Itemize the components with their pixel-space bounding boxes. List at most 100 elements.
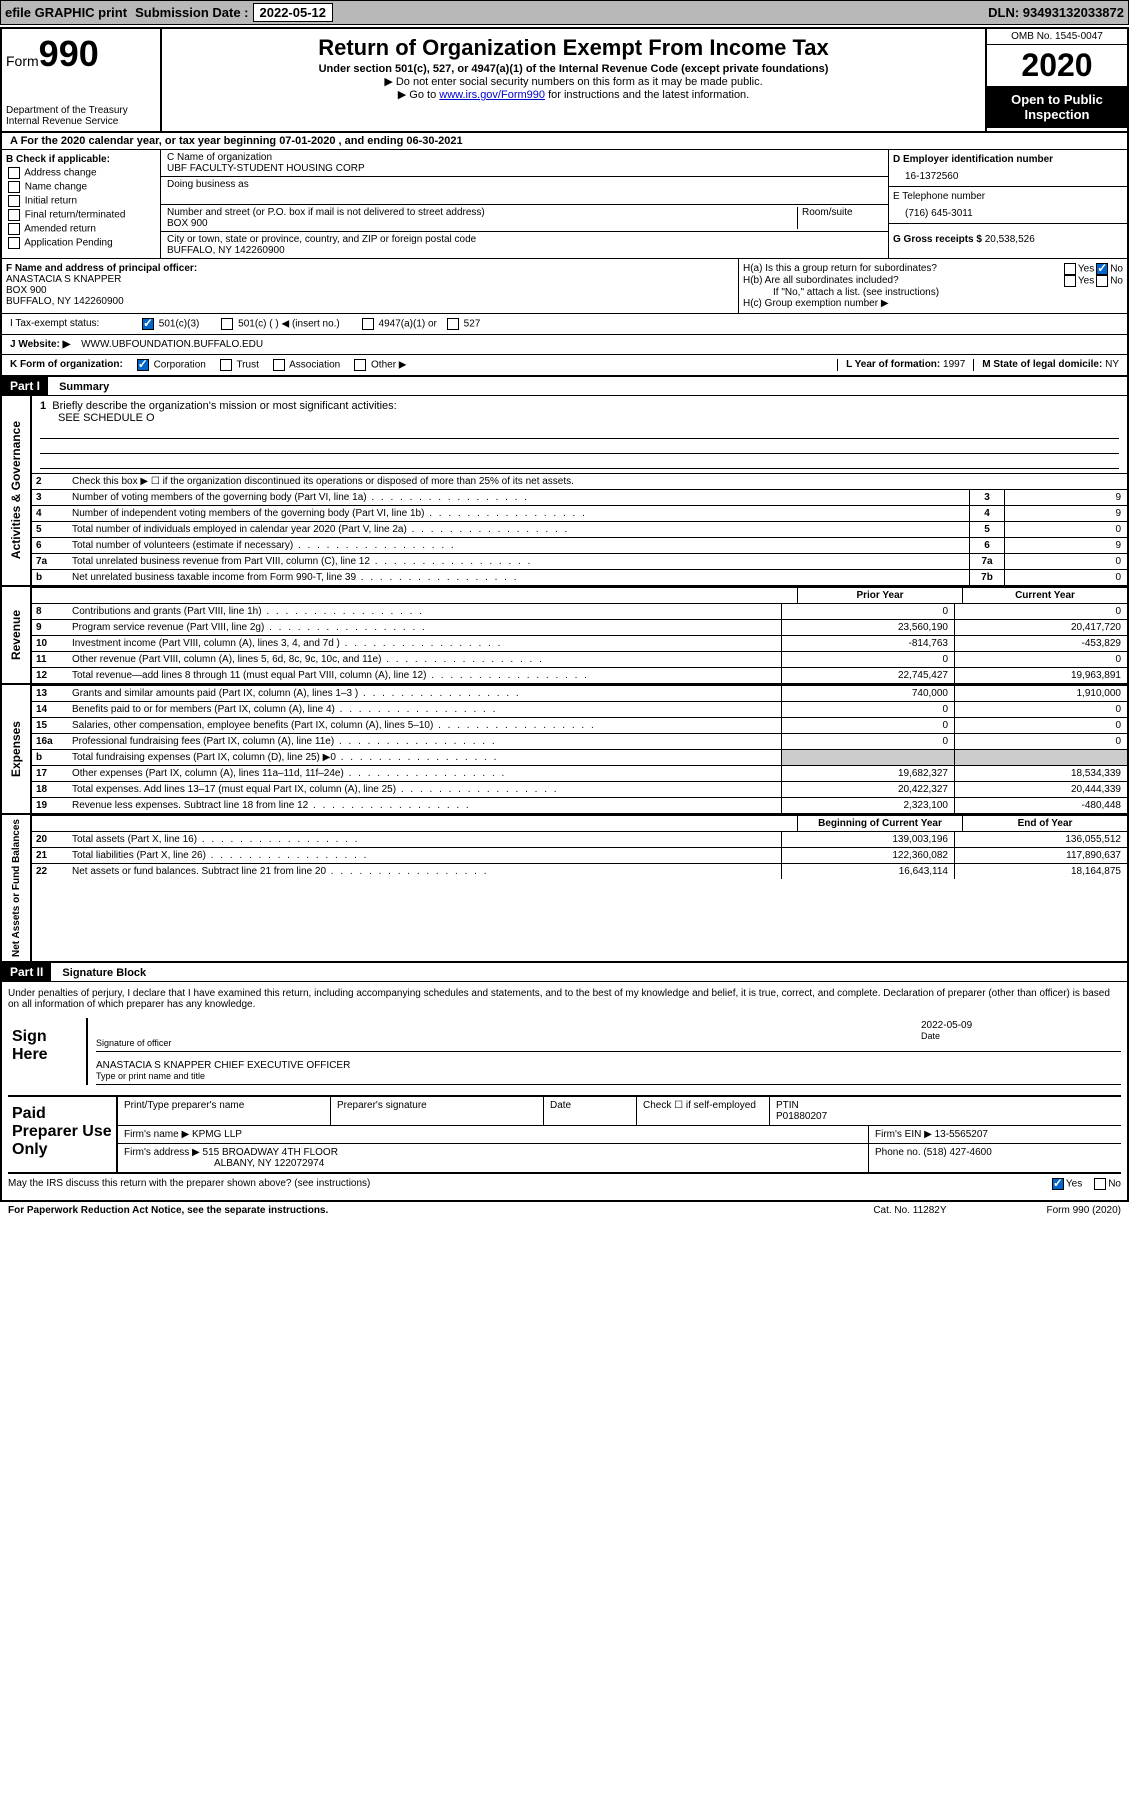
gov-row: 5Total number of individuals employed in… bbox=[32, 521, 1127, 537]
part1-title: Summary bbox=[51, 379, 117, 395]
gross-label: G Gross receipts $ bbox=[893, 234, 982, 245]
discuss-row: May the IRS discuss this return with the… bbox=[8, 1174, 1121, 1194]
hc-label: H(c) Group exemption number ▶ bbox=[743, 298, 1123, 309]
status-label: I Tax-exempt status: bbox=[10, 318, 140, 330]
hb-no[interactable]: No bbox=[1094, 275, 1123, 287]
tax-status-row: I Tax-exempt status: 501(c)(3) 501(c) ( … bbox=[2, 314, 1127, 335]
period-line: A For the 2020 calendar year, or tax yea… bbox=[2, 133, 1127, 150]
sig-line-2: ANASTACIA S KNAPPER CHIEF EXECUTIVE OFFI… bbox=[96, 1052, 1121, 1085]
exp-row: 18Total expenses. Add lines 13–17 (must … bbox=[32, 781, 1127, 797]
city-value: BUFFALO, NY 142260900 bbox=[167, 245, 882, 256]
exp-row: 14Benefits paid to or for members (Part … bbox=[32, 701, 1127, 717]
irs-link[interactable]: www.irs.gov/Form990 bbox=[439, 89, 545, 101]
discuss-no[interactable]: No bbox=[1092, 1178, 1121, 1190]
footer-right: Form 990 (2020) bbox=[1047, 1205, 1121, 1216]
org-form-label: K Form of organization: bbox=[10, 359, 123, 371]
rev-row: 12Total revenue—add lines 8 through 11 (… bbox=[32, 667, 1127, 683]
form-id-box: Form990 Department of the Treasury Inter… bbox=[2, 29, 162, 131]
gov-row: 4Number of independent voting members of… bbox=[32, 505, 1127, 521]
expenses-label-col: Expenses bbox=[2, 685, 32, 813]
org-name: UBF FACULTY-STUDENT HOUSING CORP bbox=[167, 163, 882, 174]
addr-label: Number and street (or P.O. box if mail i… bbox=[167, 207, 797, 218]
top-section: Form990 Department of the Treasury Inter… bbox=[2, 29, 1127, 133]
omb-number: OMB No. 1545-0047 bbox=[987, 29, 1127, 45]
chk-initial[interactable]: Initial return bbox=[6, 195, 156, 207]
efile-label[interactable]: efile GRAPHIC print bbox=[5, 5, 127, 20]
state-domicile: M State of legal domicile: NY bbox=[973, 359, 1119, 371]
expenses-section: Expenses 13Grants and similar amounts pa… bbox=[2, 685, 1127, 815]
name-col: C Name of organization UBF FACULTY-STUDE… bbox=[161, 150, 889, 258]
revenue-header: Prior Year Current Year bbox=[32, 587, 1127, 603]
org-trust[interactable]: Trust bbox=[218, 359, 259, 371]
org-assoc[interactable]: Association bbox=[271, 359, 340, 371]
chk-amended[interactable]: Amended return bbox=[6, 223, 156, 235]
name-label: C Name of organization bbox=[167, 152, 882, 163]
gov-row: 6Total number of volunteers (estimate if… bbox=[32, 537, 1127, 553]
group-return: H(a) Is this a group return for subordin… bbox=[739, 259, 1127, 313]
hb-yes[interactable]: Yes bbox=[1062, 275, 1094, 287]
exp-row: 16aProfessional fundraising fees (Part I… bbox=[32, 733, 1127, 749]
exp-row: 19Revenue less expenses. Subtract line 1… bbox=[32, 797, 1127, 813]
officer-left: F Name and address of principal officer:… bbox=[2, 259, 739, 313]
sig-date-label: Date bbox=[921, 1031, 940, 1041]
status-501c3[interactable]: 501(c)(3) bbox=[140, 318, 199, 330]
prep-row-1: Print/Type preparer's name Preparer's si… bbox=[118, 1097, 1121, 1126]
expenses-content: 13Grants and similar amounts paid (Part … bbox=[32, 685, 1127, 813]
mission-box: 1 Briefly describe the organization's mi… bbox=[32, 396, 1127, 473]
firm-name: Firm's name ▶ KPMG LLP bbox=[118, 1126, 869, 1143]
chk-final[interactable]: Final return/terminated bbox=[6, 209, 156, 221]
year-box: OMB No. 1545-0047 2020 Open to Public In… bbox=[985, 29, 1127, 131]
q2-text: Check this box ▶ ☐ if the organization d… bbox=[68, 474, 1127, 489]
perjury-text: Under penalties of perjury, I declare th… bbox=[8, 988, 1121, 1010]
org-name-row: C Name of organization UBF FACULTY-STUDE… bbox=[161, 150, 888, 177]
sig-name-label: Type or print name and title bbox=[96, 1071, 205, 1081]
revenue-label-col: Revenue bbox=[2, 587, 32, 683]
ha-no[interactable]: No bbox=[1094, 263, 1123, 275]
officer-addr2: BUFFALO, NY 142260900 bbox=[6, 296, 734, 307]
chk-address[interactable]: Address change bbox=[6, 167, 156, 179]
title-area: Return of Organization Exempt From Incom… bbox=[162, 29, 985, 131]
exp-row: 15Salaries, other compensation, employee… bbox=[32, 717, 1127, 733]
chk-pending[interactable]: Application Pending bbox=[6, 237, 156, 249]
rev-row: 8Contributions and grants (Part VIII, li… bbox=[32, 603, 1127, 619]
sub-date-label: Submission Date : bbox=[135, 5, 248, 20]
year-formed: L Year of formation: 1997 bbox=[837, 359, 965, 371]
dln: DLN: 93493132033872 bbox=[988, 5, 1124, 20]
ha-yes[interactable]: Yes bbox=[1062, 263, 1094, 275]
form-number: 990 bbox=[39, 33, 99, 74]
sig-name: ANASTACIA S KNAPPER CHIEF EXECUTIVE OFFI… bbox=[96, 1060, 1121, 1071]
net-row: 21Total liabilities (Part X, line 26)122… bbox=[32, 847, 1127, 863]
rev-row: 10Investment income (Part VIII, column (… bbox=[32, 635, 1127, 651]
rev-row: 9Program service revenue (Part VIII, lin… bbox=[32, 619, 1127, 635]
org-other[interactable]: Other ▶ bbox=[352, 359, 406, 371]
form-box: Form990 Department of the Treasury Inter… bbox=[0, 27, 1129, 1202]
prep-row-2: Firm's name ▶ KPMG LLP Firm's EIN ▶ 13-5… bbox=[118, 1126, 1121, 1144]
net-assets-content: Beginning of Current Year End of Year 20… bbox=[32, 815, 1127, 961]
dept-2: Internal Revenue Service bbox=[6, 116, 156, 127]
form-word: Form bbox=[6, 53, 39, 69]
form-title: Return of Organization Exempt From Incom… bbox=[166, 35, 981, 61]
revenue-label: Revenue bbox=[5, 606, 27, 664]
revenue-content: Prior Year Current Year 8Contributions a… bbox=[32, 587, 1127, 683]
net-assets-section: Net Assets or Fund Balances Beginning of… bbox=[2, 815, 1127, 963]
dept-1: Department of the Treasury bbox=[6, 105, 156, 116]
prior-year-header: Prior Year bbox=[797, 588, 962, 603]
instr2-pre: ▶ Go to bbox=[398, 89, 439, 101]
status-527[interactable]: 527 bbox=[445, 318, 480, 330]
city-row: City or town, state or province, country… bbox=[161, 232, 888, 258]
net-assets-header: Beginning of Current Year End of Year bbox=[32, 815, 1127, 831]
check-header: B Check if applicable: bbox=[6, 154, 156, 165]
chk-name[interactable]: Name change bbox=[6, 181, 156, 193]
discuss-yes[interactable]: Yes bbox=[1050, 1178, 1082, 1190]
status-4947[interactable]: 4947(a)(1) or bbox=[360, 318, 437, 330]
header-bar: efile GRAPHIC print Submission Date : 20… bbox=[0, 0, 1129, 25]
prep-ptin: PTINP01880207 bbox=[770, 1097, 1121, 1125]
sig-line-1: Signature of officer 2022-05-09Date bbox=[96, 1018, 1121, 1052]
net-row: 20Total assets (Part X, line 16)139,003,… bbox=[32, 831, 1127, 847]
sign-block: Sign Here Signature of officer 2022-05-0… bbox=[8, 1018, 1121, 1085]
net-row: 22Net assets or fund balances. Subtract … bbox=[32, 863, 1127, 879]
firm-addr: Firm's address ▶ 515 BROADWAY 4TH FLOORA… bbox=[118, 1144, 869, 1172]
status-501c[interactable]: 501(c) ( ) ◀ (insert no.) bbox=[219, 318, 339, 330]
org-corp[interactable]: Corporation bbox=[135, 359, 206, 371]
exp-row: 17Other expenses (Part IX, column (A), l… bbox=[32, 765, 1127, 781]
